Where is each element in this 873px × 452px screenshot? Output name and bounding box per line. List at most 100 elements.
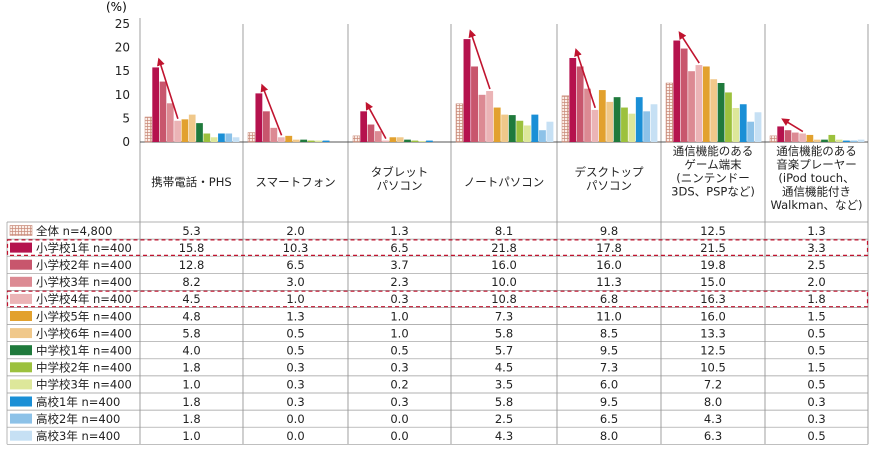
legend-swatch: [10, 328, 32, 339]
bar: [613, 97, 621, 142]
bar: [374, 131, 382, 142]
bar: [166, 103, 174, 142]
bar: [777, 126, 785, 142]
bar: [538, 130, 546, 142]
legend-label: 小学校2年 n=400: [36, 258, 132, 272]
category-label: ゲーム端末: [684, 158, 742, 172]
table-cell: 10.8: [491, 292, 517, 306]
category-label: 通信機能付き: [782, 185, 851, 199]
bar: [455, 103, 464, 143]
table-cell: 0.3: [390, 361, 408, 375]
table-cell: 0.5: [286, 326, 304, 340]
bar: [531, 114, 539, 142]
bar: [717, 83, 725, 142]
table-cell: 9.5: [600, 344, 618, 358]
bar: [232, 137, 240, 142]
bar: [680, 48, 688, 142]
trend-arrow: [781, 118, 804, 133]
table-cell: 4.5: [182, 292, 200, 306]
legend-label: 高校1年 n=400: [36, 395, 120, 409]
bar: [315, 140, 323, 142]
bar: [606, 101, 614, 142]
bar: [695, 65, 703, 142]
bar: [486, 91, 494, 142]
bar: [806, 134, 814, 142]
bar: [857, 139, 865, 142]
trend-arrow: [157, 57, 179, 120]
y-tick-label: 10: [115, 88, 130, 102]
legend-swatch: [10, 430, 32, 441]
bar: [262, 111, 270, 142]
category-label: 音楽プレーヤー: [776, 158, 857, 172]
table-cell: 0.5: [807, 344, 825, 358]
data-table: 5.3 2.0 1.3 8.1 9.8 12.5 1.3 15.8 10.3 6.5 21.8 17.…: [179, 224, 826, 443]
bar: [501, 114, 509, 142]
trend-arrow: [574, 48, 596, 109]
category-label: デスクトップ: [575, 165, 644, 179]
bar: [270, 127, 278, 142]
y-tick-label: 15: [115, 64, 130, 78]
table-cell: 4.8: [182, 309, 200, 323]
table-cell: 15.8: [179, 241, 205, 255]
bar: [389, 137, 397, 142]
table-cell: 17.8: [596, 241, 622, 255]
bar: [523, 125, 531, 142]
bar: [673, 40, 681, 142]
bar: [196, 123, 203, 142]
table-cell: 0.5: [807, 326, 825, 340]
bar: [277, 137, 285, 142]
legend-swatch: [10, 362, 32, 373]
table-cell: 6.0: [600, 378, 618, 392]
table-cell: 2.5: [495, 412, 513, 426]
bar: [181, 119, 189, 142]
bar: [225, 133, 233, 142]
arrows-layer: [157, 29, 804, 139]
table-cell: 0.0: [390, 429, 408, 443]
table-cell: 13.3: [700, 326, 726, 340]
category-label: Walkman、など): [770, 198, 862, 212]
table-cell: 16.0: [491, 258, 517, 272]
bar: [210, 137, 218, 142]
table-cell: 10.5: [700, 361, 726, 375]
table-cell: 0.5: [390, 344, 408, 358]
table-cell: 1.8: [182, 395, 200, 409]
bar: [292, 139, 300, 142]
bar: [546, 121, 554, 142]
category-label: 携帯電話・PHS: [151, 175, 231, 189]
legend-swatch: [10, 396, 32, 407]
category-label: スマートフォン: [255, 175, 335, 189]
legend-label: 高校3年 n=400: [36, 429, 120, 443]
trend-arrow: [260, 83, 283, 136]
legend-swatch: [10, 413, 32, 424]
bar: [203, 133, 211, 142]
table-cell: 4.5: [495, 361, 513, 375]
table-cell: 4.0: [182, 344, 200, 358]
table-cell: 10.0: [491, 275, 517, 289]
table-cell: 0.2: [390, 378, 408, 392]
table-cell: 6.5: [286, 258, 304, 272]
table-cell: 8.2: [182, 275, 200, 289]
bar: [404, 139, 411, 142]
category-label: 3DS、PSPなど): [671, 185, 755, 199]
table-cell: 16.3: [700, 292, 726, 306]
category-label: ノートパソコン: [464, 175, 545, 189]
bar: [516, 120, 524, 142]
bar: [784, 130, 792, 142]
table-cell: 11.3: [596, 275, 622, 289]
table-cell: 19.8: [700, 258, 726, 272]
y-tick-label: 0: [122, 135, 130, 149]
bar: [635, 97, 643, 142]
table-cell: 6.3: [704, 429, 722, 443]
bar: [576, 66, 584, 142]
table-cell: 3.7: [390, 258, 408, 272]
table-cell: 3.0: [286, 275, 304, 289]
bar: [813, 139, 821, 142]
bar: [188, 114, 196, 142]
category-label: 通信機能のある: [776, 144, 857, 158]
table-cell: 0.0: [390, 412, 408, 426]
legend-swatch: [10, 276, 32, 287]
table-cell: 1.5: [807, 309, 825, 323]
y-tick-label: 25: [115, 17, 130, 31]
